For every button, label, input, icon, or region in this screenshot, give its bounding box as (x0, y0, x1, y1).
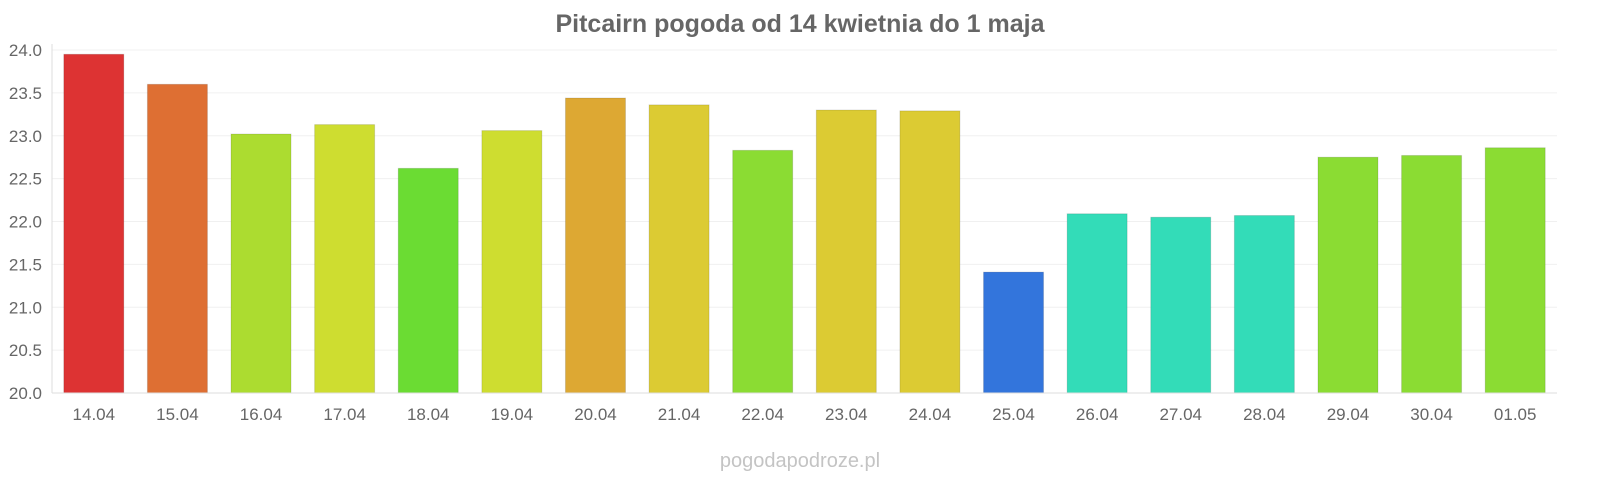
bar-26.04[interactable] (1066, 213, 1128, 394)
bar-30.04[interactable] (1401, 154, 1463, 394)
y-tick-label: 20.0 (9, 384, 42, 403)
bar-28.04[interactable] (1233, 214, 1295, 394)
x-tick-label: 29.04 (1327, 405, 1370, 424)
x-tick-label: 14.04 (73, 405, 116, 424)
bar-17.04[interactable] (314, 124, 376, 394)
bars (63, 53, 1546, 394)
bar-14.04[interactable] (63, 53, 125, 394)
x-tick-label: 16.04 (240, 405, 283, 424)
x-tick-label: 19.04 (491, 405, 534, 424)
y-axis: 20.0 20.5 21.0 21.5 22.0 22.5 23.0 23.5 24.0 (9, 41, 53, 403)
y-tick-label: 24.0 (9, 41, 42, 60)
x-tick-label: 18.04 (407, 405, 450, 424)
x-tick-label: 20.04 (574, 405, 617, 424)
x-tick-label: 23.04 (825, 405, 868, 424)
x-tick-label: 17.04 (323, 405, 366, 424)
watermark-footer: pogodapodroze.pl (720, 450, 880, 472)
bar-18.04[interactable] (397, 167, 459, 394)
y-tick-label: 21.0 (9, 298, 42, 317)
x-tick-label: 25.04 (992, 405, 1035, 424)
bar-21.04[interactable] (648, 104, 710, 394)
bar-23.04[interactable] (815, 109, 877, 394)
bar-15.04[interactable] (146, 83, 208, 394)
bar-27.04[interactable] (1150, 216, 1212, 394)
x-tick-label: 22.04 (741, 405, 784, 424)
y-tick-label: 22.5 (9, 170, 42, 189)
y-tick-label: 23.5 (9, 84, 42, 103)
x-tick-label: 24.04 (909, 405, 952, 424)
x-axis: 14.04 15.04 16.04 17.04 18.04 19.04 20.04 21.04… (52, 392, 1557, 424)
x-tick-label: 21.04 (658, 405, 701, 424)
bar-01.05[interactable] (1484, 147, 1546, 394)
x-tick-label: 01.05 (1494, 405, 1537, 424)
bar-29.04[interactable] (1317, 156, 1379, 394)
x-tick-label: 26.04 (1076, 405, 1119, 424)
y-tick-label: 21.5 (9, 255, 42, 274)
x-tick-label: 27.04 (1159, 405, 1202, 424)
x-tick-label: 30.04 (1410, 405, 1453, 424)
chart-title: Pitcairn pogoda od 14 kwietnia do 1 maja (555, 10, 1045, 38)
bar-20.04[interactable] (564, 97, 626, 394)
bar-24.04[interactable] (899, 110, 961, 394)
x-tick-label: 28.04 (1243, 405, 1286, 424)
bar-22.04[interactable] (732, 149, 794, 394)
bar-16.04[interactable] (230, 133, 292, 394)
x-tick-label: 15.04 (156, 405, 199, 424)
y-tick-label: 20.5 (9, 341, 42, 360)
bar-19.04[interactable] (481, 130, 543, 394)
y-tick-label: 23.0 (9, 127, 42, 146)
y-tick-label: 22.0 (9, 213, 42, 232)
grid-lines (52, 49, 1557, 394)
bar-25.04[interactable] (983, 271, 1045, 394)
